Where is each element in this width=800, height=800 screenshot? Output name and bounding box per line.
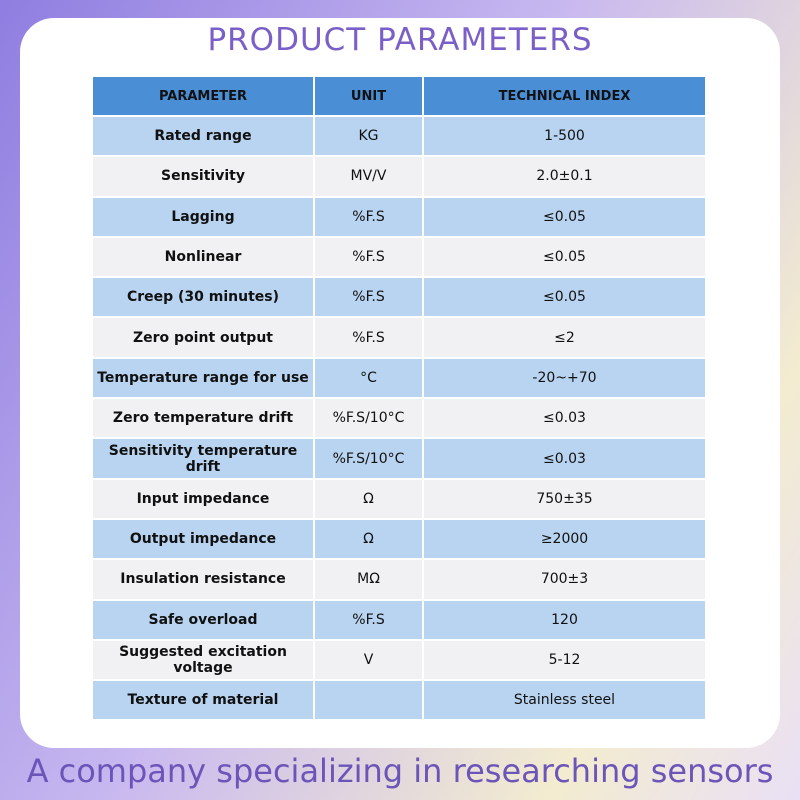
table-cell: ≥2000 (422, 517, 707, 561)
table-cell: ≤0.05 (422, 195, 707, 238)
table-cell: ≤0.03 (422, 397, 707, 440)
table-cell: %F.S (313, 195, 424, 238)
table-row: Insulation resistance MΩ 700±3 (91, 558, 707, 601)
table-cell: ≤2 (422, 316, 707, 359)
table-cell: ≤0.05 (422, 276, 707, 319)
table-cell: %F.S/10°C (313, 437, 424, 480)
table-cell: Texture of material (91, 679, 315, 722)
table-row: Rated range KG 1-500 (91, 114, 707, 158)
table-cell: Zero point output (91, 316, 315, 359)
table-cell: KG (313, 114, 424, 158)
table-cell: Zero temperature drift (91, 397, 315, 440)
table-cell: Input impedance (91, 477, 315, 520)
table-row: Lagging %F.S ≤0.05 (91, 195, 707, 238)
header-row: PARAMETER UNIT TECHNICAL INDEX (91, 75, 707, 117)
table-row: Temperature range for use °C -20~+70 (91, 356, 707, 400)
header-cell: TECHNICAL INDEX (422, 75, 707, 117)
table-cell: Insulation resistance (91, 558, 315, 601)
table-row: Creep (30 minutes) %F.S ≤0.05 (91, 276, 707, 319)
table-cell: °C (313, 356, 424, 400)
table-cell: 5-12 (422, 638, 707, 682)
table-cell: Safe overload (91, 598, 315, 641)
table-cell: Lagging (91, 195, 315, 238)
table-cell: Ω (313, 477, 424, 520)
header-cell: UNIT (313, 75, 424, 117)
table-row: Sensitivity MV/V 2.0±0.1 (91, 155, 707, 198)
table-cell: Creep (30 minutes) (91, 276, 315, 319)
table-row: Nonlinear %F.S ≤0.05 (91, 235, 707, 279)
header-cell: PARAMETER (91, 75, 315, 117)
table-cell: %F.S (313, 235, 424, 279)
table-cell: Output impedance (91, 517, 315, 561)
table-row: Suggested excitation voltage V 5-12 (91, 638, 707, 682)
table-cell: 2.0±0.1 (422, 155, 707, 198)
table-cell: V (313, 638, 424, 682)
table-cell: ≤0.03 (422, 437, 707, 480)
table-cell (313, 679, 424, 722)
table-cell: MΩ (313, 558, 424, 601)
table-cell: 120 (422, 598, 707, 641)
table-cell: %F.S/10°C (313, 397, 424, 440)
table-cell: 700±3 (422, 558, 707, 601)
table-cell: Stainless steel (422, 679, 707, 722)
table-row: Input impedance Ω 750±35 (91, 477, 707, 520)
table-row: Output impedance Ω ≥2000 (91, 517, 707, 561)
table-cell: MV/V (313, 155, 424, 198)
table-row: Sensitivity temperature drift %F.S/10°C ≤0… (91, 437, 707, 480)
table-row: Zero point output %F.S ≤2 (91, 316, 707, 359)
footer: A company specializing in researching se… (26, 752, 774, 790)
table-cell: 1-500 (422, 114, 707, 158)
table-cell: Nonlinear (91, 235, 315, 279)
table-cell: Suggested excitation voltage (91, 638, 315, 682)
table-cell: -20~+70 (422, 356, 707, 400)
table-cell: %F.S (313, 598, 424, 641)
table-row: Texture of material Stainless steel (91, 679, 707, 722)
parameter-table: PARAMETER UNIT TECHNICAL INDEX Rated range… (91, 75, 707, 722)
table-cell: ≤0.05 (422, 235, 707, 279)
table-cell: %F.S (313, 316, 424, 359)
table-cell: Temperature range for use (91, 356, 315, 400)
table-cell: Rated range (91, 114, 315, 158)
table-cell: 750±35 (422, 477, 707, 520)
table-row: Safe overload %F.S 120 (91, 598, 707, 641)
table-row: Zero temperature drift %F.S/10°C ≤0.03 (91, 397, 707, 440)
table-cell: Sensitivity (91, 155, 315, 198)
table-cell: Sensitivity temperature drift (91, 437, 315, 480)
table-cell: %F.S (313, 276, 424, 319)
table-cell: Ω (313, 517, 424, 561)
title: PRODUCT PARAMETERS (207, 22, 593, 58)
